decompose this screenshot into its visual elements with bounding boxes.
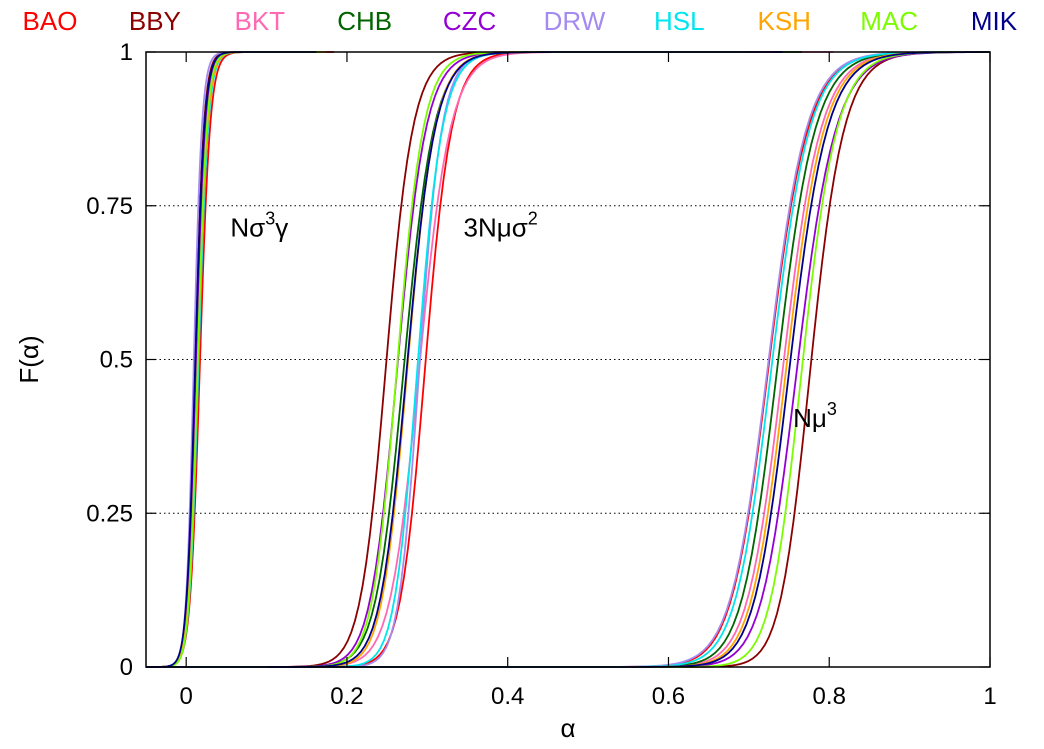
series-line-ksh (146, 51, 773, 668)
annotations: Nσ3γ 3Nμσ2 Nμ3 (230, 209, 836, 434)
annotation-nmu3: Nμ3 (793, 399, 837, 433)
series-line-chb (146, 51, 325, 668)
ticks: 0 0.2 0.4 0.6 0.8 1 0 0.25 0.5 0.75 1 (86, 39, 996, 710)
x-tick-label: 0.2 (330, 683, 363, 710)
series-line-chb (146, 51, 802, 668)
y-tick-label: 0 (120, 654, 133, 681)
legend-entry: KSH (757, 6, 810, 36)
legend-entry: BBY (129, 6, 181, 36)
series-line-bby (146, 51, 744, 668)
y-axis-label: F(α) (14, 335, 44, 383)
legend-entry: MAC (860, 6, 918, 36)
legend-entry: CZC (443, 6, 496, 36)
legend-entry: BKT (234, 6, 285, 36)
x-tick-label: 0 (180, 683, 193, 710)
y-tick-label: 0.25 (86, 500, 133, 527)
x-tick-label: 0.6 (652, 683, 685, 710)
legend-entry: DRW (544, 6, 606, 36)
legend-entry: CHB (337, 6, 392, 36)
x-axis-label: α (560, 713, 575, 743)
series-line-bby (334, 51, 990, 668)
y-tick-label: 1 (120, 39, 133, 66)
series-line-ksh (146, 51, 326, 668)
x-tick-label: 0.8 (813, 683, 846, 710)
x-tick-label: 0.4 (491, 683, 524, 710)
grid (146, 205, 990, 514)
y-tick-label: 0.5 (100, 347, 133, 374)
legend-entry: MIK (971, 6, 1018, 36)
annotation-nsigma3gamma: Nσ3γ (230, 209, 288, 243)
legend-entry: HSL (654, 6, 705, 36)
x-tick-label: 1 (983, 683, 996, 710)
series-line-ksh (264, 51, 990, 668)
legend-entry: BAO (23, 6, 78, 36)
series-line-bkt (146, 51, 834, 668)
annotation-3nmusigma2: 3Nμσ2 (464, 209, 538, 243)
series-line-bkt (146, 51, 325, 668)
y-tick-label: 0.75 (86, 193, 133, 220)
series-line-drw (250, 51, 990, 668)
legend: BAO BBY BKT CHB CZC DRW HSL KSH MAC MIK (23, 6, 1018, 36)
